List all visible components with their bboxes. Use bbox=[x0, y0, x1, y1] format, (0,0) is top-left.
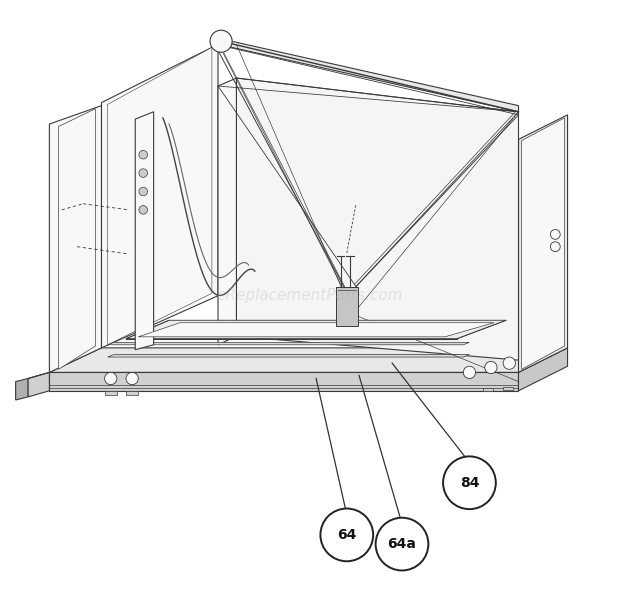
Polygon shape bbox=[58, 108, 95, 370]
Circle shape bbox=[463, 367, 476, 378]
Text: 84: 84 bbox=[459, 476, 479, 490]
Polygon shape bbox=[135, 111, 154, 350]
Circle shape bbox=[376, 517, 428, 570]
Circle shape bbox=[210, 30, 232, 52]
Polygon shape bbox=[28, 373, 50, 397]
Circle shape bbox=[443, 456, 496, 509]
Polygon shape bbox=[503, 386, 513, 389]
Polygon shape bbox=[236, 78, 518, 360]
Polygon shape bbox=[105, 391, 117, 395]
Polygon shape bbox=[521, 118, 564, 370]
Polygon shape bbox=[218, 38, 518, 111]
Circle shape bbox=[551, 241, 560, 251]
Polygon shape bbox=[50, 105, 102, 373]
Circle shape bbox=[139, 150, 148, 159]
Text: 64: 64 bbox=[337, 528, 356, 542]
Polygon shape bbox=[138, 323, 494, 337]
Polygon shape bbox=[483, 387, 493, 391]
Polygon shape bbox=[126, 320, 507, 339]
Polygon shape bbox=[108, 342, 469, 345]
Polygon shape bbox=[336, 286, 358, 326]
Circle shape bbox=[321, 509, 373, 561]
Polygon shape bbox=[218, 78, 236, 345]
Circle shape bbox=[503, 357, 515, 370]
Circle shape bbox=[139, 206, 148, 214]
Polygon shape bbox=[50, 373, 518, 391]
Circle shape bbox=[485, 362, 497, 374]
Circle shape bbox=[139, 187, 148, 196]
Polygon shape bbox=[518, 115, 567, 373]
Polygon shape bbox=[126, 391, 138, 395]
Polygon shape bbox=[50, 348, 567, 373]
Polygon shape bbox=[108, 47, 212, 345]
Polygon shape bbox=[16, 378, 28, 400]
Polygon shape bbox=[108, 355, 469, 357]
Text: 64a: 64a bbox=[388, 537, 417, 551]
Circle shape bbox=[105, 373, 117, 384]
Circle shape bbox=[139, 169, 148, 177]
Polygon shape bbox=[518, 348, 567, 391]
Circle shape bbox=[551, 230, 560, 240]
Polygon shape bbox=[102, 44, 218, 348]
Circle shape bbox=[126, 373, 138, 384]
Text: eReplacementParts.com: eReplacementParts.com bbox=[216, 288, 404, 303]
